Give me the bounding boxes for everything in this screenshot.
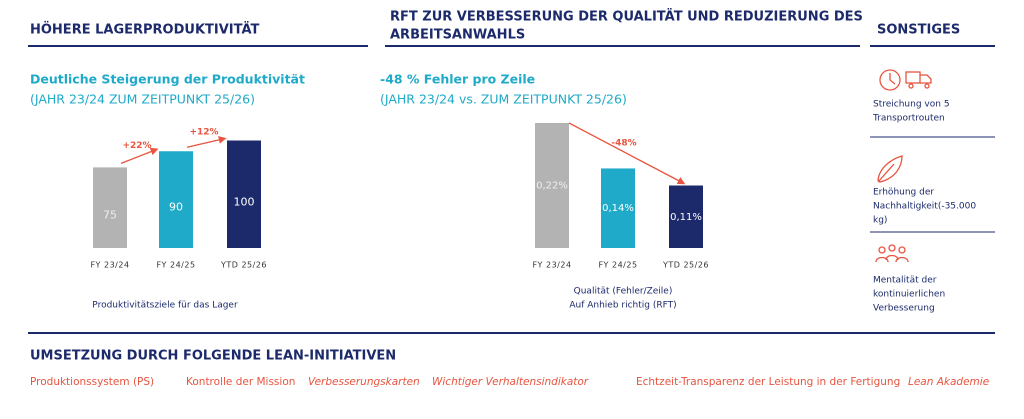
value-label: 0,22% <box>536 181 568 192</box>
trend-arrow <box>120 147 159 164</box>
bar <box>93 167 127 248</box>
trend-arrow <box>186 136 227 148</box>
value-label: 0,14% <box>602 203 634 214</box>
initiative: Produktionssystem (PS) <box>30 376 154 388</box>
side-note: Streichung von 5 <box>873 100 950 110</box>
icons <box>875 69 932 263</box>
side-note: Nachhaltigkeit(-35.000 <box>873 202 976 212</box>
chart-subtitle: (JAHR 23/24 ZUM ZEITPUNKT 25/26) <box>30 92 255 107</box>
x-tick-label: YTD 25/26 <box>220 261 267 270</box>
value-label: 75 <box>103 209 117 222</box>
bar <box>159 151 193 248</box>
rules <box>28 45 995 334</box>
value-label: 0,11% <box>670 212 702 223</box>
side-note: Verbesserung <box>873 304 935 314</box>
initiative: Lean Akademie <box>908 376 989 388</box>
x-tick-label: FY 24/25 <box>156 261 195 270</box>
bar <box>535 123 569 248</box>
chart-caption: Qualität (Fehler/Zeile) <box>574 287 673 297</box>
value-label: 90 <box>169 201 183 214</box>
section-header: RFT ZUR VERBESSERUNG DER QUALITÄT UND RE… <box>390 9 863 25</box>
value-label: 100 <box>234 195 255 208</box>
chart-caption: Produktivitätsziele für das Lager <box>92 301 238 311</box>
initiative: Wichtiger Verhaltensindikator <box>432 376 589 388</box>
chart-title: -48 % Fehler pro Zeile <box>380 72 535 87</box>
x-tick-label: FY 24/25 <box>598 261 637 270</box>
side-note: Transportrouten <box>872 114 945 124</box>
annotation: -48% <box>611 139 636 149</box>
chart-subtitle: (JAHR 23/24 vs. ZUM ZEITPUNKT 25/26) <box>380 92 627 107</box>
side-note: kontinuierlichen <box>873 290 945 300</box>
footer-title: UMSETZUNG DURCH FOLGENDE LEAN-INITIATIVE… <box>30 349 396 364</box>
annotation: +22% <box>122 141 151 151</box>
bar <box>227 140 261 248</box>
initiative: Kontrolle der Mission <box>186 376 295 388</box>
x-tick-label: YTD 25/26 <box>662 261 709 270</box>
separators <box>870 136 995 233</box>
initiative: Echtzeit-Transparenz der Leistung in der… <box>636 376 900 388</box>
side-note: Erhöhung der <box>873 188 934 198</box>
chart-caption: Auf Anhieb richtig (RFT) <box>569 301 676 311</box>
bar <box>601 168 635 248</box>
section-header: SONSTIGES <box>877 23 960 38</box>
bar <box>669 185 703 248</box>
annotation: +12% <box>189 127 218 137</box>
chart-title: Deutliche Steigerung der Produktivität <box>30 72 305 87</box>
section-header: HÖHERE LAGERPRODUKTIVITÄT <box>30 22 260 38</box>
trend-arrow <box>568 122 686 185</box>
x-tick-label: FY 23/24 <box>90 261 129 270</box>
initiative: Verbesserungskarten <box>308 376 420 388</box>
side-note: kg) <box>873 216 887 226</box>
side-note: Mentalität der <box>873 276 937 286</box>
x-tick-label: FY 23/24 <box>532 261 571 270</box>
section-header: ARBEITSANWAHLS <box>390 28 525 43</box>
